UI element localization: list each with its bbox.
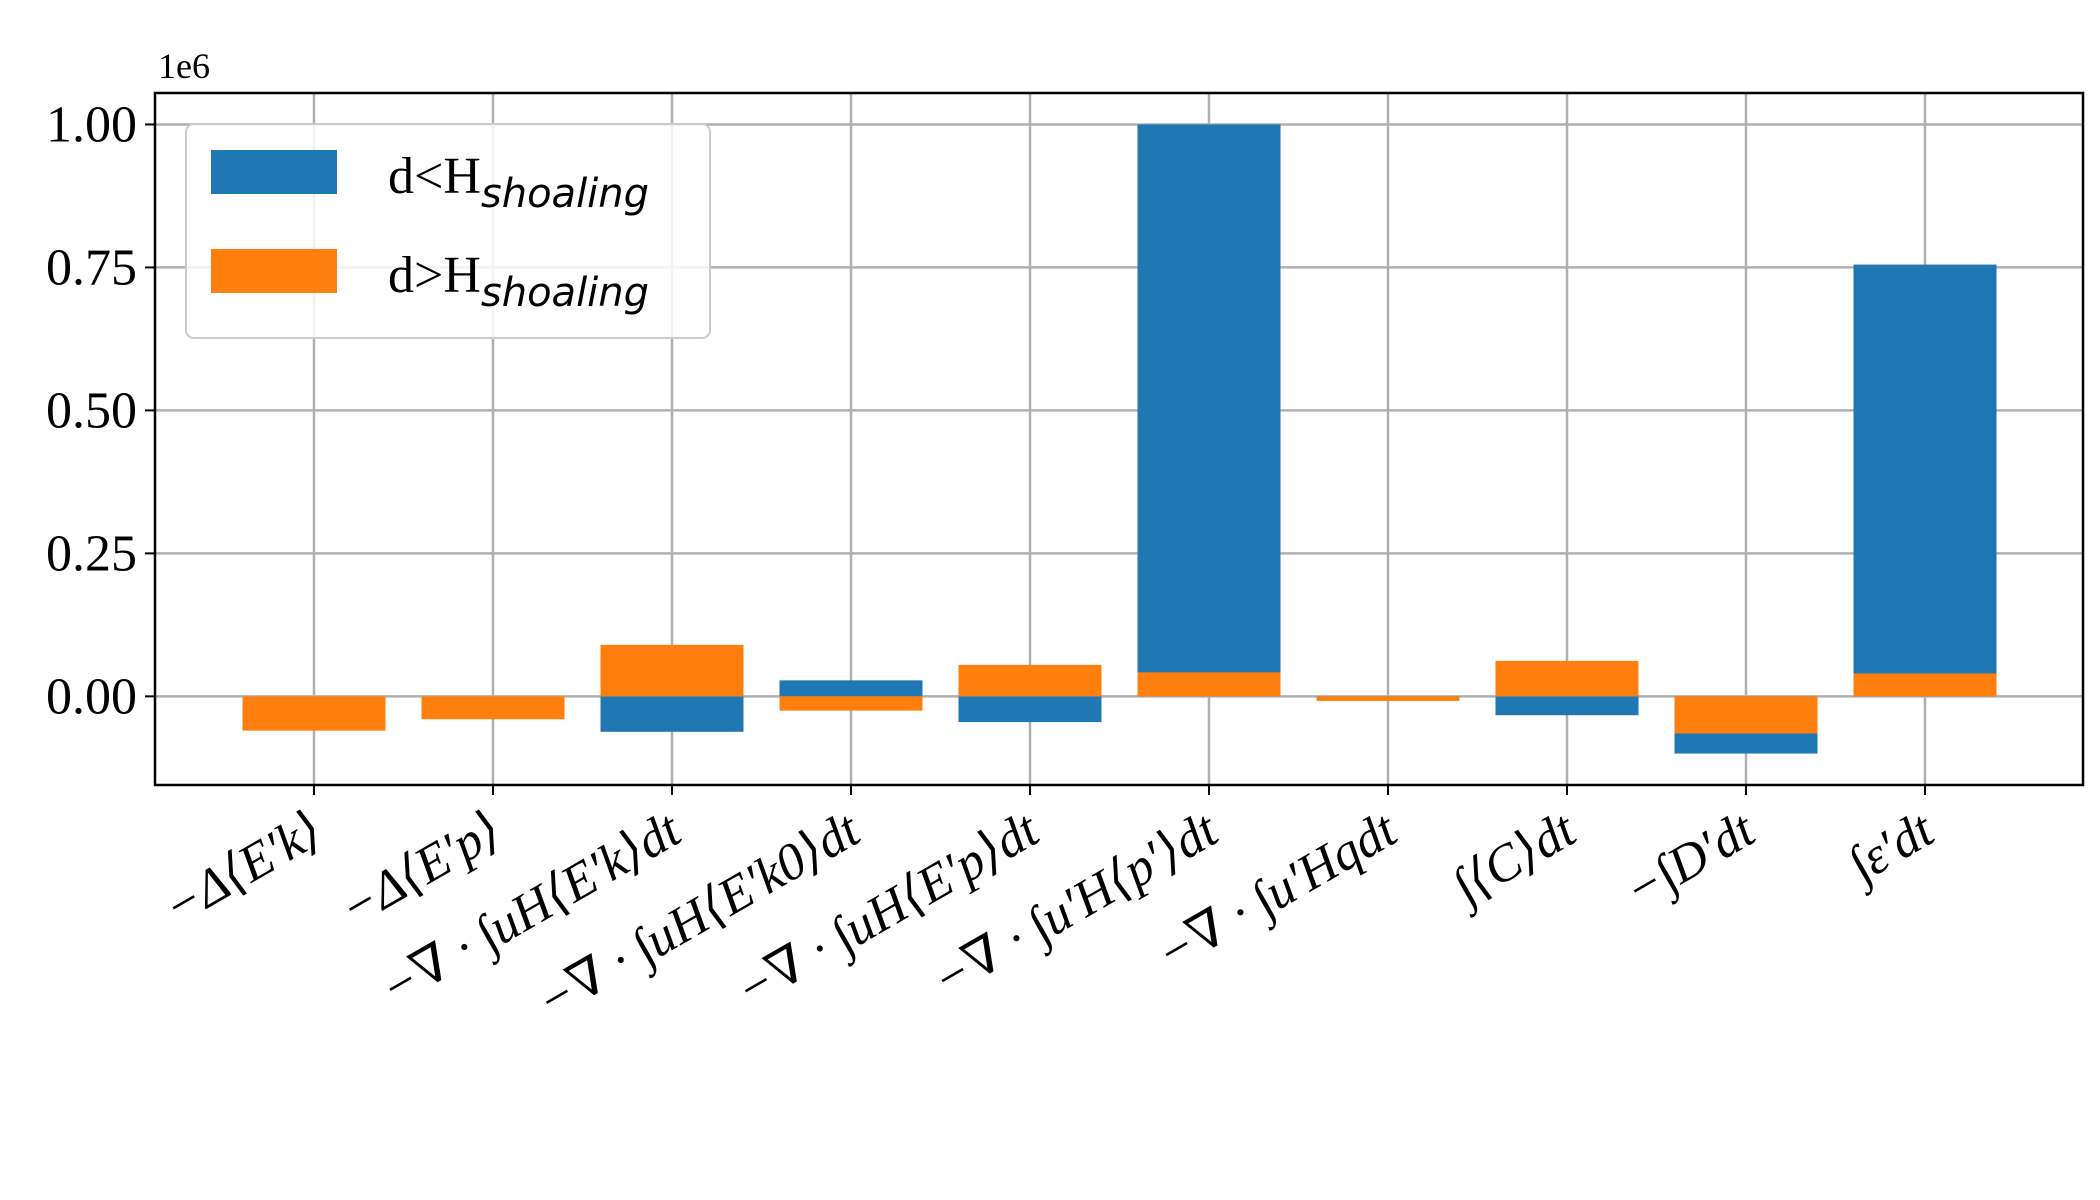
x-tick-label: ∫ε′dt [1837,800,1945,897]
plot-frame [153,91,2085,787]
y-tick-label: 0.00 [46,668,137,725]
legend: d<Hshoaling d>Hshoaling [185,123,711,339]
bar-series-1-8 [1674,696,1818,734]
bars [242,124,1997,754]
x-tick-label: −Δ⟨E′k⟩ [154,801,332,937]
legend-label-d-greater-h-sub: shoaling [481,270,649,316]
x-axis-ticks: −Δ⟨E′k⟩−Δ⟨E′p⟩−∇ · ∫uH⟨E′k⟩dt−∇ · ∫uH⟨E′… [154,785,1945,1033]
bar-series-1-3 [779,696,923,711]
x-tick-label: ∫⟨C⟩dt [1441,800,1587,918]
x-tick-label: −∇ · ∫uH⟨E′p⟩dt [726,800,1050,1021]
bar-series-1-1 [421,696,565,720]
y-tick-label: 1.00 [46,96,137,153]
bar-series-1-6 [1316,696,1460,701]
bar-series-0-7 [1495,696,1639,716]
y-tick-label: 0.75 [46,239,137,296]
legend-label-d-less-h: d<Hshoaling [388,148,649,217]
bar-series-1-4 [958,664,1102,697]
x-tick-label: −∫D′dt [1615,800,1766,921]
legend-swatch-d-greater-h [211,249,337,293]
y-offset-label: 1e6 [158,46,210,86]
bar-series-1-0 [242,696,386,731]
legend-swatch-d-less-h [211,150,337,194]
bar-series-1-2 [600,644,744,697]
bar-series-0-5 [1137,124,1281,697]
bar-series-1-5 [1137,672,1281,697]
legend-label-d-less-h-sub: shoaling [481,171,649,217]
legend-label-d-less-h-main: d<H [388,148,481,205]
bar-series-0-2 [600,696,744,732]
legend-label-d-greater-h: d>Hshoaling [388,247,649,316]
y-tick-label: 0.25 [46,525,137,582]
legend-label-d-greater-h-main: d>H [388,247,481,304]
y-axis-ticks: 1.00 0.75 0.50 0.25 0.00 [46,96,155,725]
bar-series-0-9 [1853,264,1997,697]
bar-series-1-7 [1495,660,1639,697]
bar-series-0-3 [779,680,923,697]
bar-series-1-9 [1853,673,1997,697]
bar-series-0-4 [958,696,1102,723]
y-tick-label: 0.50 [46,382,137,439]
